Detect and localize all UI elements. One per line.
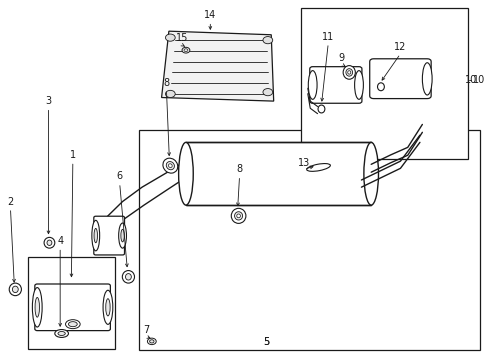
Ellipse shape <box>306 163 330 171</box>
Ellipse shape <box>183 49 187 51</box>
Ellipse shape <box>94 228 97 243</box>
Ellipse shape <box>92 220 100 251</box>
Polygon shape <box>161 31 273 101</box>
Text: 6: 6 <box>116 171 122 181</box>
Text: 2: 2 <box>7 197 14 207</box>
Ellipse shape <box>105 299 110 316</box>
Text: 8: 8 <box>236 164 242 174</box>
Text: 1: 1 <box>70 150 76 160</box>
Text: 14: 14 <box>204 10 216 20</box>
Ellipse shape <box>307 71 316 99</box>
Ellipse shape <box>47 240 52 246</box>
Ellipse shape <box>125 274 131 280</box>
Ellipse shape <box>317 105 324 113</box>
Text: 15: 15 <box>176 33 188 43</box>
FancyBboxPatch shape <box>35 284 110 330</box>
Ellipse shape <box>121 229 124 242</box>
Ellipse shape <box>147 338 156 345</box>
Ellipse shape <box>234 212 242 220</box>
Text: 3: 3 <box>45 96 51 106</box>
Ellipse shape <box>236 214 240 218</box>
Ellipse shape <box>263 89 272 96</box>
Ellipse shape <box>165 90 175 98</box>
Text: 5: 5 <box>263 337 269 347</box>
Text: 12: 12 <box>393 42 406 52</box>
Ellipse shape <box>12 286 18 293</box>
Ellipse shape <box>363 142 378 205</box>
Text: 9: 9 <box>338 53 345 63</box>
Ellipse shape <box>182 47 189 53</box>
Ellipse shape <box>422 63 431 95</box>
FancyBboxPatch shape <box>309 67 361 103</box>
Bar <box>139 130 479 350</box>
FancyBboxPatch shape <box>94 216 124 255</box>
Ellipse shape <box>377 83 384 91</box>
Ellipse shape <box>178 142 193 205</box>
Ellipse shape <box>149 340 154 343</box>
Bar <box>185 142 370 205</box>
Ellipse shape <box>65 320 80 329</box>
Ellipse shape <box>119 223 126 248</box>
Ellipse shape <box>55 329 68 337</box>
Ellipse shape <box>345 69 352 76</box>
Text: 7: 7 <box>142 325 149 335</box>
Text: 10: 10 <box>464 75 476 85</box>
FancyBboxPatch shape <box>369 59 430 99</box>
Ellipse shape <box>35 297 40 317</box>
Text: 4: 4 <box>57 236 63 246</box>
Ellipse shape <box>347 71 350 74</box>
Ellipse shape <box>168 164 172 167</box>
Ellipse shape <box>263 37 272 44</box>
Ellipse shape <box>165 34 175 41</box>
Ellipse shape <box>103 290 113 324</box>
Ellipse shape <box>231 208 245 224</box>
Ellipse shape <box>163 158 178 173</box>
Ellipse shape <box>122 271 134 283</box>
Text: 11: 11 <box>322 32 334 41</box>
Ellipse shape <box>343 66 355 79</box>
Ellipse shape <box>68 321 77 327</box>
Ellipse shape <box>58 332 65 336</box>
Ellipse shape <box>9 283 21 296</box>
Ellipse shape <box>32 288 42 327</box>
Ellipse shape <box>44 237 55 248</box>
Text: 8: 8 <box>163 78 169 88</box>
Ellipse shape <box>354 71 363 99</box>
Text: 5: 5 <box>263 337 269 347</box>
Bar <box>28 257 115 349</box>
Bar <box>301 8 467 159</box>
Ellipse shape <box>166 162 174 170</box>
Text: 13: 13 <box>297 158 309 168</box>
Text: 10: 10 <box>471 75 484 85</box>
